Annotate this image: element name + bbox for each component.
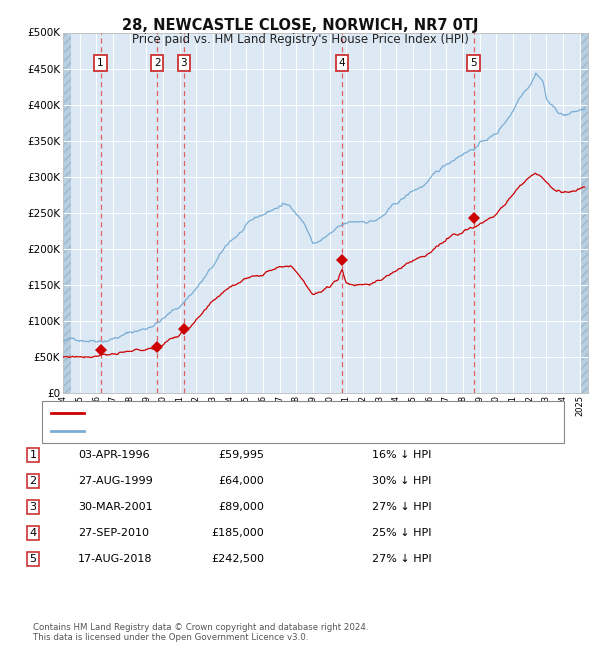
- Text: £185,000: £185,000: [211, 528, 264, 538]
- Text: 3: 3: [29, 502, 37, 512]
- Text: £242,500: £242,500: [211, 554, 264, 564]
- Bar: [63, 32, 71, 393]
- Text: 27% ↓ HPI: 27% ↓ HPI: [372, 554, 431, 564]
- Text: Contains HM Land Registry data © Crown copyright and database right 2024.
This d: Contains HM Land Registry data © Crown c…: [33, 623, 368, 642]
- Text: 28, NEWCASTLE CLOSE, NORWICH, NR7 0TJ (detached house): 28, NEWCASTLE CLOSE, NORWICH, NR7 0TJ (d…: [91, 408, 398, 418]
- Text: 4: 4: [29, 528, 37, 538]
- Text: 1: 1: [29, 450, 37, 460]
- Text: 3: 3: [181, 58, 187, 68]
- Text: 4: 4: [338, 58, 346, 68]
- Text: 5: 5: [29, 554, 37, 564]
- Text: 27-AUG-1999: 27-AUG-1999: [78, 476, 153, 486]
- Text: 17-AUG-2018: 17-AUG-2018: [78, 554, 152, 564]
- Text: HPI: Average price, detached house, Broadland: HPI: Average price, detached house, Broa…: [91, 426, 326, 436]
- Text: 27% ↓ HPI: 27% ↓ HPI: [372, 502, 431, 512]
- Text: 2: 2: [154, 58, 160, 68]
- Text: 30-MAR-2001: 30-MAR-2001: [78, 502, 152, 512]
- Bar: [63, 32, 71, 393]
- Text: 03-APR-1996: 03-APR-1996: [78, 450, 149, 460]
- Text: 2: 2: [29, 476, 37, 486]
- Text: £59,995: £59,995: [218, 450, 264, 460]
- Text: 25% ↓ HPI: 25% ↓ HPI: [372, 528, 431, 538]
- Bar: [581, 32, 588, 393]
- Text: 27-SEP-2010: 27-SEP-2010: [78, 528, 149, 538]
- Text: £64,000: £64,000: [218, 476, 264, 486]
- Text: £89,000: £89,000: [218, 502, 264, 512]
- Text: 16% ↓ HPI: 16% ↓ HPI: [372, 450, 431, 460]
- Text: 5: 5: [470, 58, 477, 68]
- Bar: [581, 32, 588, 393]
- Text: Price paid vs. HM Land Registry's House Price Index (HPI): Price paid vs. HM Land Registry's House …: [131, 32, 469, 46]
- Text: 28, NEWCASTLE CLOSE, NORWICH, NR7 0TJ: 28, NEWCASTLE CLOSE, NORWICH, NR7 0TJ: [122, 18, 478, 33]
- Text: 1: 1: [97, 58, 104, 68]
- Text: 30% ↓ HPI: 30% ↓ HPI: [372, 476, 431, 486]
